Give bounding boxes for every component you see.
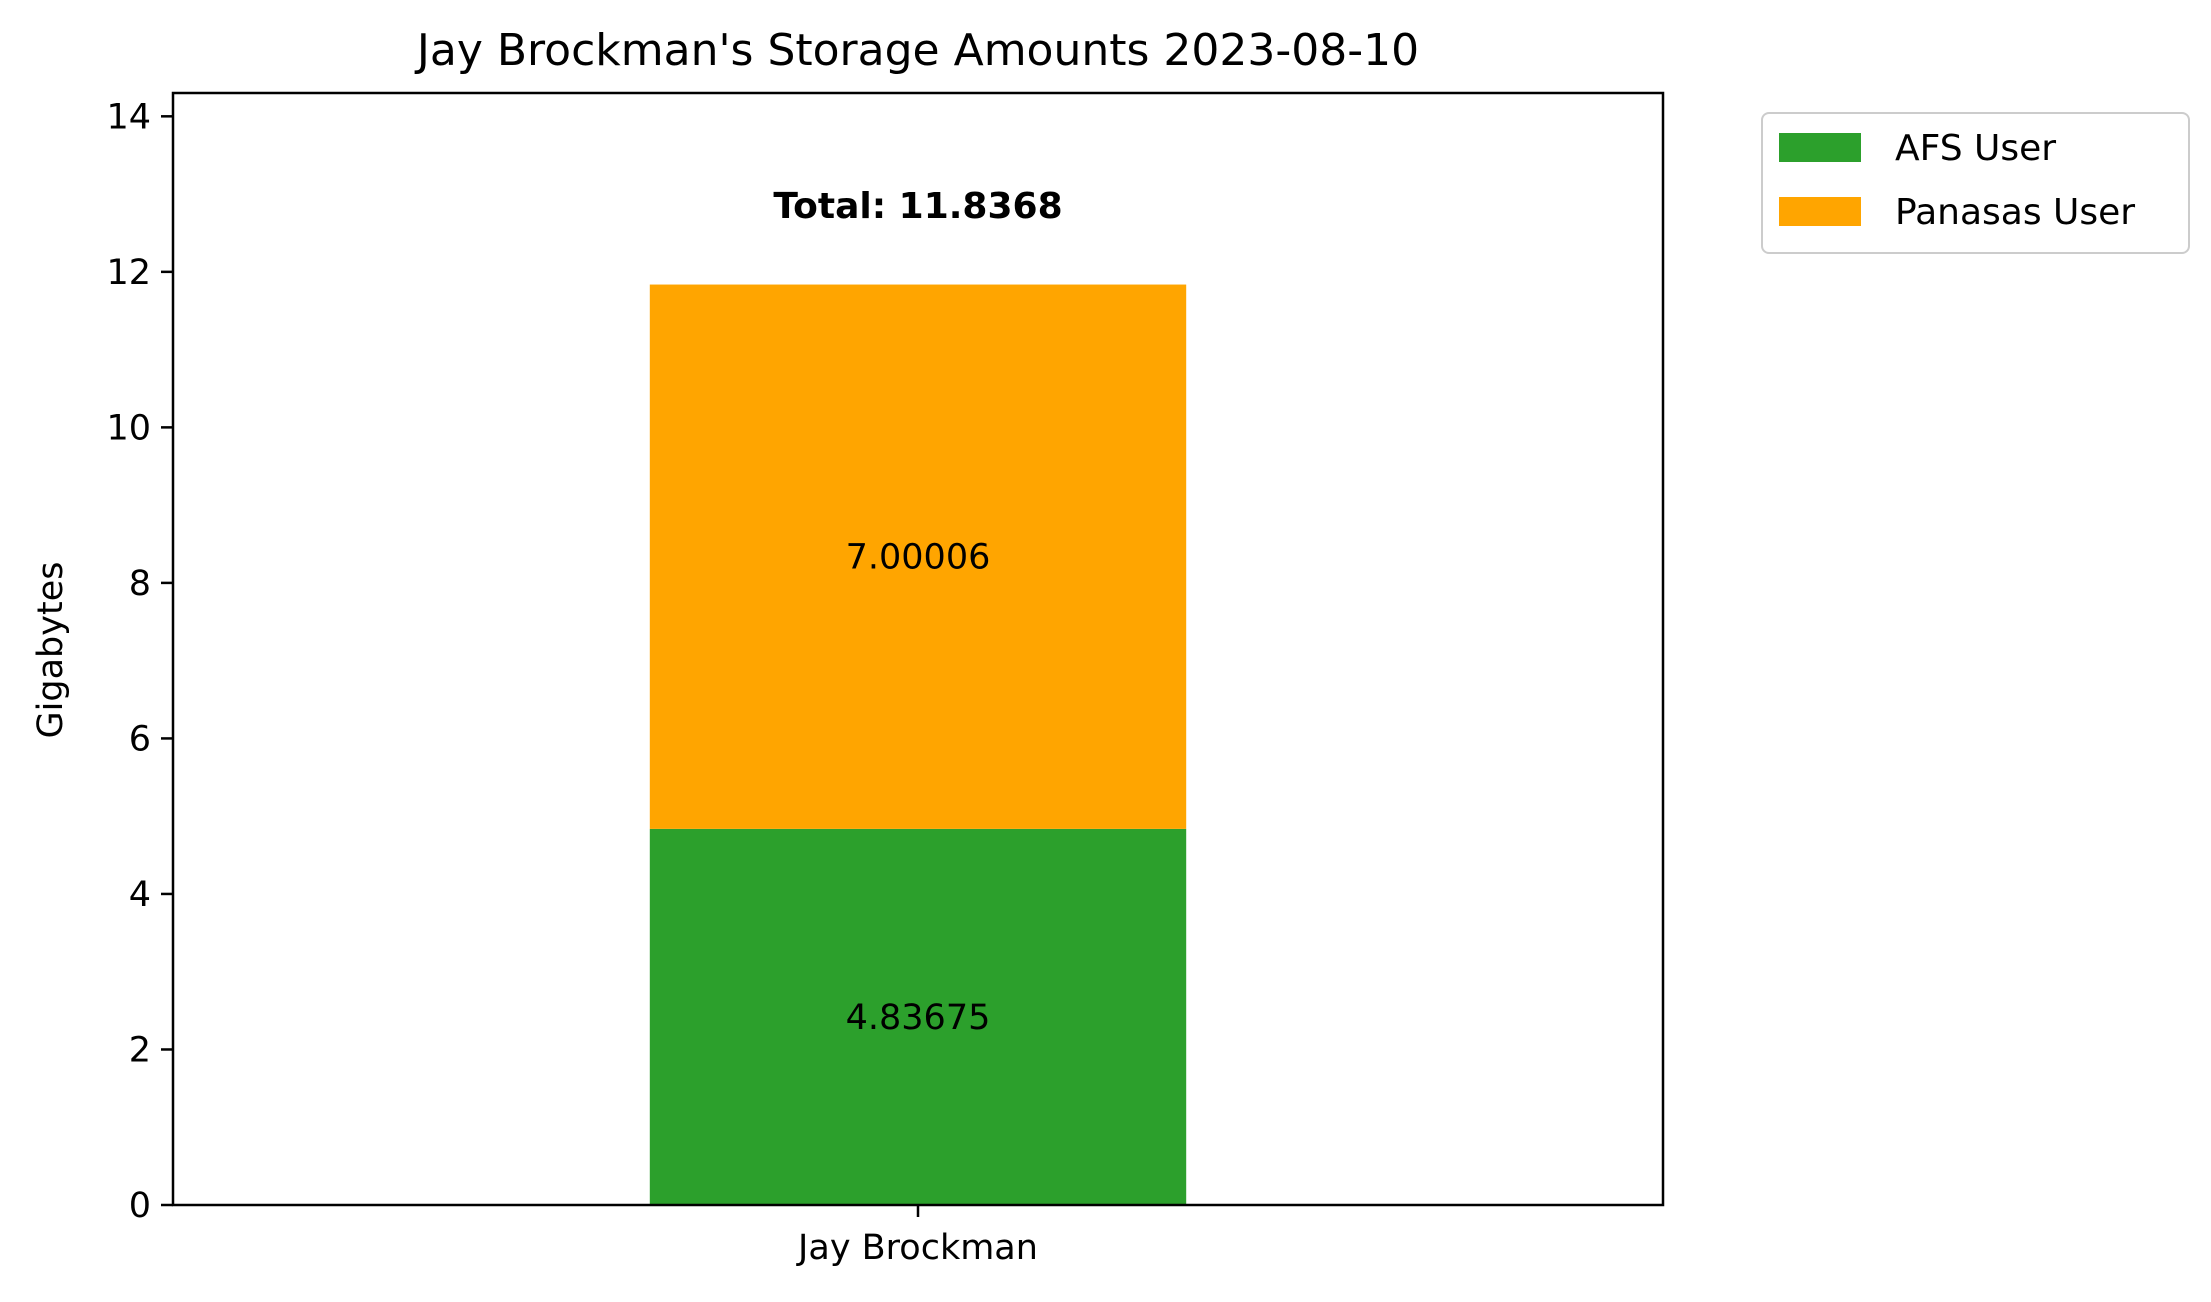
legend-label: AFS User: [1895, 128, 2056, 169]
chart-title: Jay Brockman's Storage Amounts 2023-08-1…: [414, 25, 1419, 76]
legend-label: Panasas User: [1895, 192, 2135, 233]
legend: AFS User Panasas User: [1761, 112, 2190, 254]
y-tick-label: 14: [106, 97, 151, 137]
bar-segment: [649, 284, 1187, 829]
legend-frame: [1761, 112, 2190, 254]
bar-segment: [649, 828, 1187, 1205]
plot-frame: [171, 91, 1665, 1207]
y-tick-label: 2: [129, 1030, 151, 1070]
y-tick-label: 6: [129, 719, 151, 759]
y-tick-label: 12: [106, 253, 151, 293]
legend-swatch: [1779, 133, 1861, 162]
x-axis-ticks: Jay Brockman: [796, 1205, 1038, 1268]
bars-group: 4.83675 7.00006: [649, 284, 1187, 1205]
y-tick-label: 8: [129, 564, 151, 604]
bar-value-label: 7.00006: [846, 538, 991, 578]
y-axis-label: Gigabytes: [31, 562, 71, 739]
y-tick-label: 4: [129, 875, 151, 915]
total-label: Total: 11.8368: [773, 186, 1062, 227]
y-axis-ticks: 0 2 4 6 8 10 12 14: [106, 97, 173, 1226]
x-tick-label: Jay Brockman: [796, 1228, 1038, 1268]
bar-value-label: 4.83675: [846, 998, 991, 1038]
legend-swatch: [1779, 197, 1861, 226]
y-tick-label: 0: [129, 1186, 151, 1226]
y-tick-label: 10: [106, 408, 151, 448]
